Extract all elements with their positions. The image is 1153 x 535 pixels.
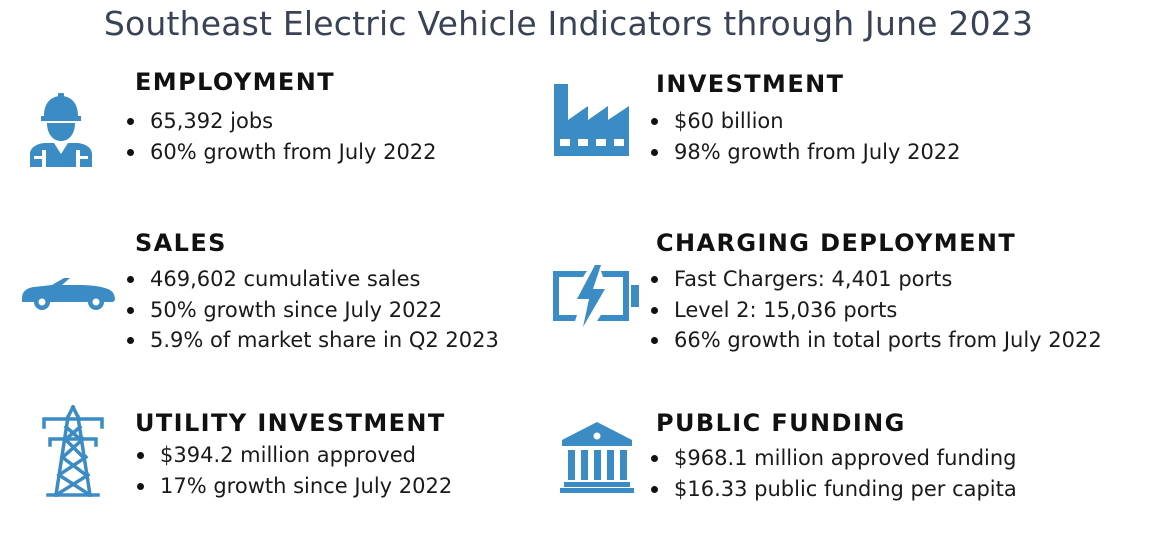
- charging-bullets: Fast Chargers: 4,401 ports Level 2: 15,0…: [648, 264, 1102, 356]
- list-item: 98% growth from July 2022: [648, 137, 961, 168]
- employment-bullets: 65,392 jobs 60% growth from July 2022: [124, 106, 437, 167]
- list-item: 469,602 cumulative sales: [124, 264, 499, 295]
- list-item: $968.1 million approved funding: [648, 443, 1017, 474]
- car-icon: [20, 274, 116, 310]
- utility-investment-heading: UTILITY INVESTMENT: [135, 409, 446, 437]
- list-item: Fast Chargers: 4,401 ports: [648, 264, 1102, 295]
- list-item: 50% growth since July 2022: [124, 295, 499, 326]
- charging-deployment-heading: CHARGING DEPLOYMENT: [656, 229, 1017, 257]
- page-title: Southeast Electric Vehicle Indicators th…: [103, 4, 1034, 43]
- battery-charging-icon: [553, 265, 641, 327]
- investment-bullets: $60 billion 98% growth from July 2022: [648, 106, 961, 167]
- utility-bullets: $394.2 million approved 17% growth since…: [134, 440, 452, 501]
- list-item: 17% growth since July 2022: [134, 471, 452, 502]
- list-item: $60 billion: [648, 106, 961, 137]
- public-funding-heading: PUBLIC FUNDING: [656, 409, 906, 437]
- public-funding-bullets: $968.1 million approved funding $16.33 p…: [648, 443, 1017, 504]
- list-item: Level 2: 15,036 ports: [648, 295, 1102, 326]
- employment-heading: EMPLOYMENT: [135, 68, 335, 96]
- worker-hardhat-icon: [24, 92, 98, 168]
- government-building-icon: [560, 420, 634, 494]
- list-item: 66% growth in total ports from July 2022: [648, 325, 1102, 356]
- list-item: 60% growth from July 2022: [124, 137, 437, 168]
- sales-heading: SALES: [135, 229, 227, 257]
- list-item: $394.2 million approved: [134, 440, 452, 471]
- list-item: $16.33 public funding per capita: [648, 474, 1017, 505]
- list-item: 5.9% of market share in Q2 2023: [124, 325, 499, 356]
- investment-heading: INVESTMENT: [656, 70, 845, 98]
- factory-icon: [554, 84, 630, 158]
- list-item: 65,392 jobs: [124, 106, 437, 137]
- transmission-tower-icon: [40, 405, 106, 497]
- sales-bullets: 469,602 cumulative sales 50% growth sinc…: [124, 264, 499, 356]
